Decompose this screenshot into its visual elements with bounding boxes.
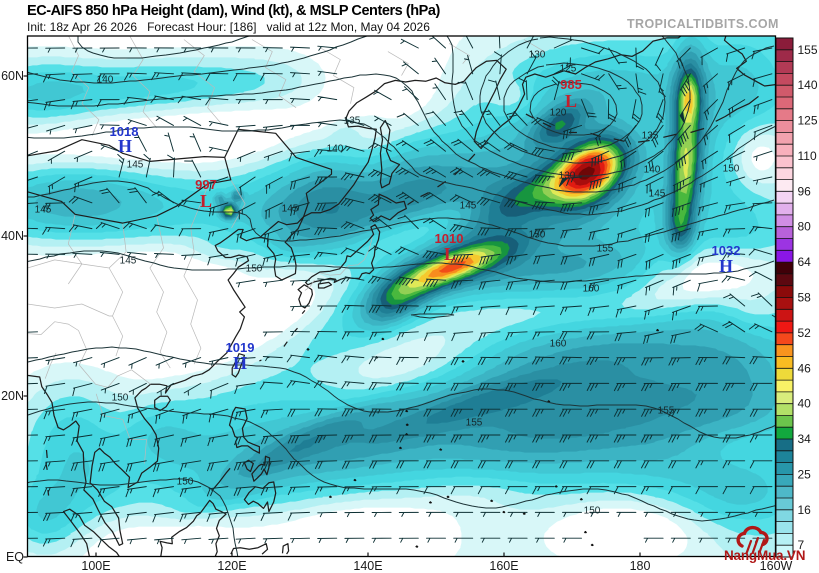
svg-text:135: 135 [642, 131, 659, 142]
svg-text:58: 58 [798, 291, 812, 305]
svg-text:1010: 1010 [435, 231, 464, 246]
svg-text:140: 140 [97, 75, 114, 86]
svg-text:150: 150 [112, 393, 129, 404]
svg-text:180: 180 [630, 559, 651, 573]
svg-text:60N: 60N [1, 69, 24, 83]
svg-text:125: 125 [560, 64, 577, 75]
svg-text:100E: 100E [81, 559, 110, 573]
svg-text:L: L [565, 91, 577, 111]
svg-text:160W: 160W [760, 559, 793, 573]
svg-text:145: 145 [127, 160, 144, 171]
svg-text:155: 155 [597, 244, 614, 255]
svg-text:130: 130 [559, 171, 576, 182]
svg-text:40: 40 [798, 397, 812, 411]
svg-text:150: 150 [584, 506, 601, 517]
svg-text:L: L [200, 191, 212, 211]
svg-text:160: 160 [550, 339, 567, 350]
svg-text:64: 64 [798, 255, 812, 269]
svg-text:150: 150 [177, 477, 194, 488]
svg-text:150: 150 [723, 164, 740, 175]
svg-text:EQ: EQ [6, 550, 24, 564]
svg-text:20N: 20N [1, 389, 24, 403]
svg-text:125: 125 [798, 114, 818, 128]
svg-text:80: 80 [798, 220, 812, 234]
svg-text:155: 155 [798, 43, 818, 57]
svg-text:110: 110 [798, 149, 817, 163]
svg-text:H: H [233, 353, 247, 373]
svg-text:140: 140 [644, 165, 661, 176]
svg-text:150: 150 [246, 264, 263, 275]
svg-text:H: H [118, 136, 132, 156]
svg-text:1019: 1019 [226, 340, 255, 355]
svg-text:135: 135 [344, 116, 361, 127]
svg-text:155: 155 [658, 406, 675, 417]
svg-text:NangMua.VN: NangMua.VN [724, 548, 805, 563]
svg-text:155: 155 [466, 418, 483, 429]
svg-text:16: 16 [798, 503, 812, 517]
svg-text:34: 34 [798, 432, 812, 446]
svg-text:140E: 140E [353, 559, 382, 573]
svg-text:7: 7 [798, 538, 805, 552]
svg-text:997: 997 [195, 177, 217, 192]
svg-text:145: 145 [649, 189, 666, 200]
svg-text:160E: 160E [489, 559, 518, 573]
svg-text:985: 985 [560, 77, 582, 92]
svg-text:1018: 1018 [110, 124, 139, 139]
svg-text:160: 160 [583, 284, 600, 295]
svg-text:1032: 1032 [712, 243, 741, 258]
svg-text:140: 140 [798, 78, 818, 92]
svg-text:145: 145 [282, 204, 299, 215]
svg-text:52: 52 [798, 326, 812, 340]
svg-text:120E: 120E [217, 559, 246, 573]
svg-text:H: H [719, 256, 733, 276]
svg-text:120: 120 [550, 108, 567, 119]
svg-text:145: 145 [120, 256, 137, 267]
svg-text:145: 145 [35, 205, 52, 216]
svg-text:96: 96 [798, 184, 812, 198]
svg-text:140: 140 [327, 144, 344, 155]
svg-text:46: 46 [798, 361, 812, 375]
svg-text:L: L [444, 244, 456, 264]
svg-text:145: 145 [460, 201, 477, 212]
svg-text:130: 130 [529, 50, 546, 61]
svg-text:40N: 40N [1, 229, 24, 243]
svg-text:25: 25 [798, 467, 812, 481]
svg-text:150: 150 [529, 230, 546, 241]
